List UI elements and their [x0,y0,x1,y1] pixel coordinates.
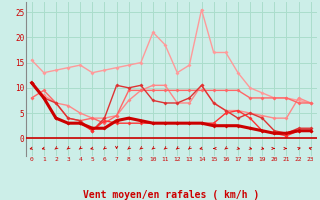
Text: Vent moyen/en rafales ( km/h ): Vent moyen/en rafales ( km/h ) [83,190,259,200]
